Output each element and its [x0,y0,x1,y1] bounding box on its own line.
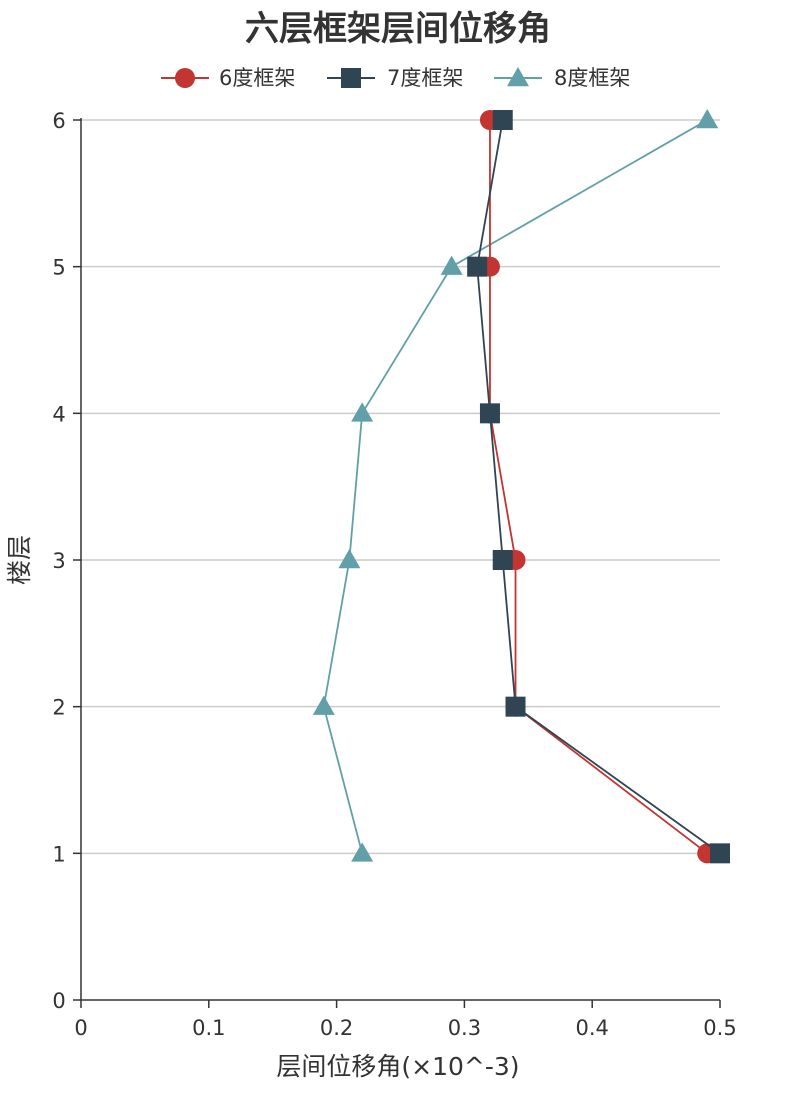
grid-lines [81,119,720,855]
legend-marker-1 [175,68,195,88]
y-tick-label-3: 3 [52,549,65,573]
y-tick-label-1: 1 [52,842,65,866]
y-tick-label-6: 6 [52,109,65,133]
legend-label-2: 7度框架 [387,66,463,90]
x-tick-label-0.2: 0.2 [320,1016,353,1040]
axes: 0 1 2 3 4 5 6 0 0.1 0.2 0.3 0.4 0.5 [52,109,736,1040]
x-tick-label-0.4: 0.4 [575,1016,608,1040]
x-tick-label-0.3: 0.3 [448,1016,481,1040]
y-tick-label-2: 2 [52,696,65,720]
data-point-3-floor-6 [696,109,719,129]
data-point-3-floor-3 [338,549,361,569]
y-axis-title: 楼层 [5,535,34,585]
x-axis-title: 层间位移角(×10^-3) [276,1052,519,1081]
series-line-2 [476,119,721,855]
y-tick-label-5: 5 [52,256,65,280]
legend-marker-3 [507,67,529,87]
series-line-3 [322,119,708,854]
series-2 [467,110,730,864]
series-1 [479,110,718,864]
data-point-2-floor-1 [710,843,730,864]
legend-label-3: 8度框架 [554,66,630,90]
legend-marker-2 [341,68,361,88]
chart-title: 六层框架层间位移角 [245,9,551,49]
legend-label-1: 6度框架 [219,66,295,90]
data-point-3-floor-1 [351,842,374,862]
data-point-2-floor-6 [492,110,513,130]
series-line-1 [489,120,708,855]
legend-item-2[interactable]: 7度框架 [327,66,463,90]
y-tick-label-4: 4 [52,402,65,426]
data-point-2-floor-5 [467,256,488,277]
data-point-2-floor-4 [479,403,500,424]
data-point-2-floor-2 [505,696,526,717]
y-tick-label-0: 0 [52,989,65,1013]
series-3 [312,109,719,862]
x-tick-label-0.1: 0.1 [192,1016,225,1040]
legend-item-3[interactable]: 8度框架 [494,66,630,90]
legend[interactable]: 6度框架 7度框架 8度框架 [161,66,630,90]
data-point-3-floor-5 [440,255,463,275]
data-point-2-floor-3 [492,550,513,570]
x-tick-label-0: 0 [74,1016,87,1040]
data-point-3-floor-4 [351,402,374,422]
data-point-3-floor-2 [312,695,335,715]
series-layer [312,109,730,864]
legend-item-1[interactable]: 6度框架 [161,66,295,90]
x-tick-label-0.5: 0.5 [703,1016,736,1040]
